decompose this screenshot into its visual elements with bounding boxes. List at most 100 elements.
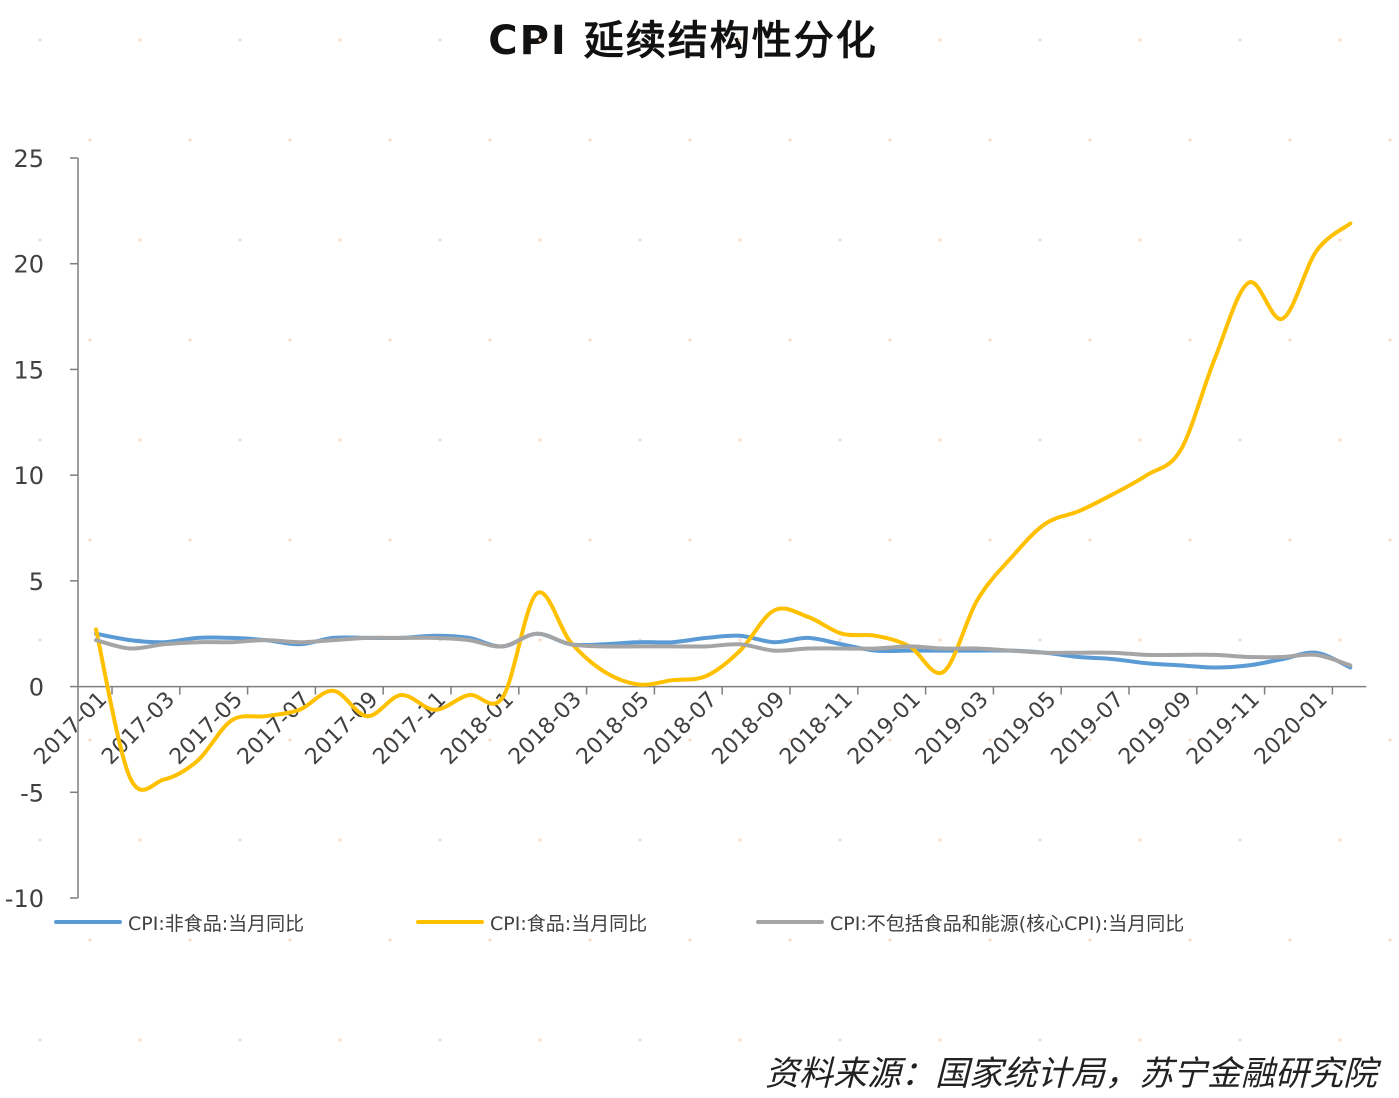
bg-dot: [788, 938, 792, 942]
bg-dot: [1388, 938, 1392, 942]
bg-dot: [988, 538, 992, 542]
bg-dot: [788, 338, 792, 342]
bg-dot: [1138, 1038, 1142, 1042]
y-tick-label: 25: [13, 145, 44, 173]
bg-dot: [288, 738, 292, 742]
bg-dot: [888, 338, 892, 342]
bg-dot: [938, 638, 942, 642]
bg-dot: [238, 238, 242, 242]
bg-dot: [1388, 538, 1392, 542]
bg-dot: [688, 938, 692, 942]
bg-dot: [488, 138, 492, 142]
bg-dot: [88, 338, 92, 342]
bg-dot: [1038, 1038, 1042, 1042]
bg-dot: [1138, 438, 1142, 442]
bg-dot: [388, 738, 392, 742]
bg-dot: [188, 538, 192, 542]
bg-dot: [38, 1038, 42, 1042]
bg-dot: [888, 538, 892, 542]
legend-swatch-non-food: [54, 920, 122, 924]
legend-swatch-food: [416, 920, 484, 924]
bg-dot: [1238, 838, 1242, 842]
bg-dot: [1338, 1038, 1342, 1042]
bg-dot: [1288, 738, 1292, 742]
y-tick-label: -5: [20, 779, 44, 807]
bg-dot: [38, 38, 42, 42]
bg-dot: [1138, 238, 1142, 242]
bg-dot: [388, 138, 392, 142]
bg-dot: [438, 438, 442, 442]
bg-dot: [1388, 338, 1392, 342]
bg-dot: [1338, 438, 1342, 442]
bg-dot: [1138, 638, 1142, 642]
bg-dot: [938, 838, 942, 842]
series-line-non-food: [94, 631, 1353, 670]
bg-dot: [1238, 438, 1242, 442]
bg-dot: [638, 438, 642, 442]
legend-label-core: CPI:不包括食品和能源(核心CPI):当月同比: [830, 912, 1185, 935]
bg-dot: [738, 838, 742, 842]
bg-dot: [838, 638, 842, 642]
bg-dot: [538, 838, 542, 842]
bg-dot: [1288, 338, 1292, 342]
bg-dot: [538, 1038, 542, 1042]
bg-dot: [938, 1038, 942, 1042]
bg-dot: [1088, 738, 1092, 742]
bg-dot: [838, 38, 842, 42]
bg-dot: [188, 938, 192, 942]
bg-dot: [1288, 138, 1292, 142]
bg-dot: [1088, 938, 1092, 942]
bg-dot: [288, 938, 292, 942]
bg-dot: [488, 938, 492, 942]
bg-dot: [188, 138, 192, 142]
y-axis-ticks: 25 20 15 10 5 0 -5 -10: [5, 145, 78, 913]
x-tick-label: 2019-01: [843, 687, 926, 770]
bg-dot: [788, 538, 792, 542]
bg-dot: [588, 338, 592, 342]
bg-dot: [638, 38, 642, 42]
bg-dot: [488, 738, 492, 742]
legend-item-non-food: CPI:非食品:当月同比: [54, 906, 304, 938]
bg-dot: [638, 238, 642, 242]
bg-dot: [1188, 138, 1192, 142]
bg-dot: [1038, 438, 1042, 442]
bg-dot: [388, 338, 392, 342]
x-tick-label: 2018-05: [572, 687, 655, 770]
legend-item-food: CPI:食品:当月同比: [416, 906, 647, 938]
bg-dot: [1038, 638, 1042, 642]
bg-dot: [738, 38, 742, 42]
bg-dot: [1088, 138, 1092, 142]
bg-dot: [788, 738, 792, 742]
bg-dot: [138, 438, 142, 442]
bg-dot: [838, 238, 842, 242]
bg-dot: [688, 138, 692, 142]
bg-dot: [538, 438, 542, 442]
bg-dot: [1338, 838, 1342, 842]
bg-dot: [188, 338, 192, 342]
bg-dot: [438, 838, 442, 842]
bg-dot: [338, 438, 342, 442]
bg-dot: [238, 38, 242, 42]
y-tick-label: -10: [5, 885, 44, 913]
bg-dot: [938, 438, 942, 442]
bg-dot: [338, 238, 342, 242]
bg-dot: [1188, 738, 1192, 742]
bg-dot: [1188, 538, 1192, 542]
bg-dot: [1238, 1038, 1242, 1042]
bg-dot: [338, 838, 342, 842]
x-tick-label: 2018-03: [504, 687, 587, 770]
bg-dot: [888, 138, 892, 142]
x-tick-label: 2019-09: [1114, 687, 1197, 770]
series-lines: [94, 221, 1353, 792]
y-tick-label: 15: [13, 356, 44, 384]
x-tick-label: 2018-01: [436, 687, 519, 770]
bg-dot: [838, 838, 842, 842]
bg-dot: [788, 138, 792, 142]
bg-dot: [1338, 638, 1342, 642]
chart-title: CPI 延续结构性分化: [488, 18, 878, 64]
bg-dot: [1338, 38, 1342, 42]
bg-dot: [1038, 838, 1042, 842]
x-tick-label: 2019-05: [979, 687, 1062, 770]
bg-dot: [938, 38, 942, 42]
